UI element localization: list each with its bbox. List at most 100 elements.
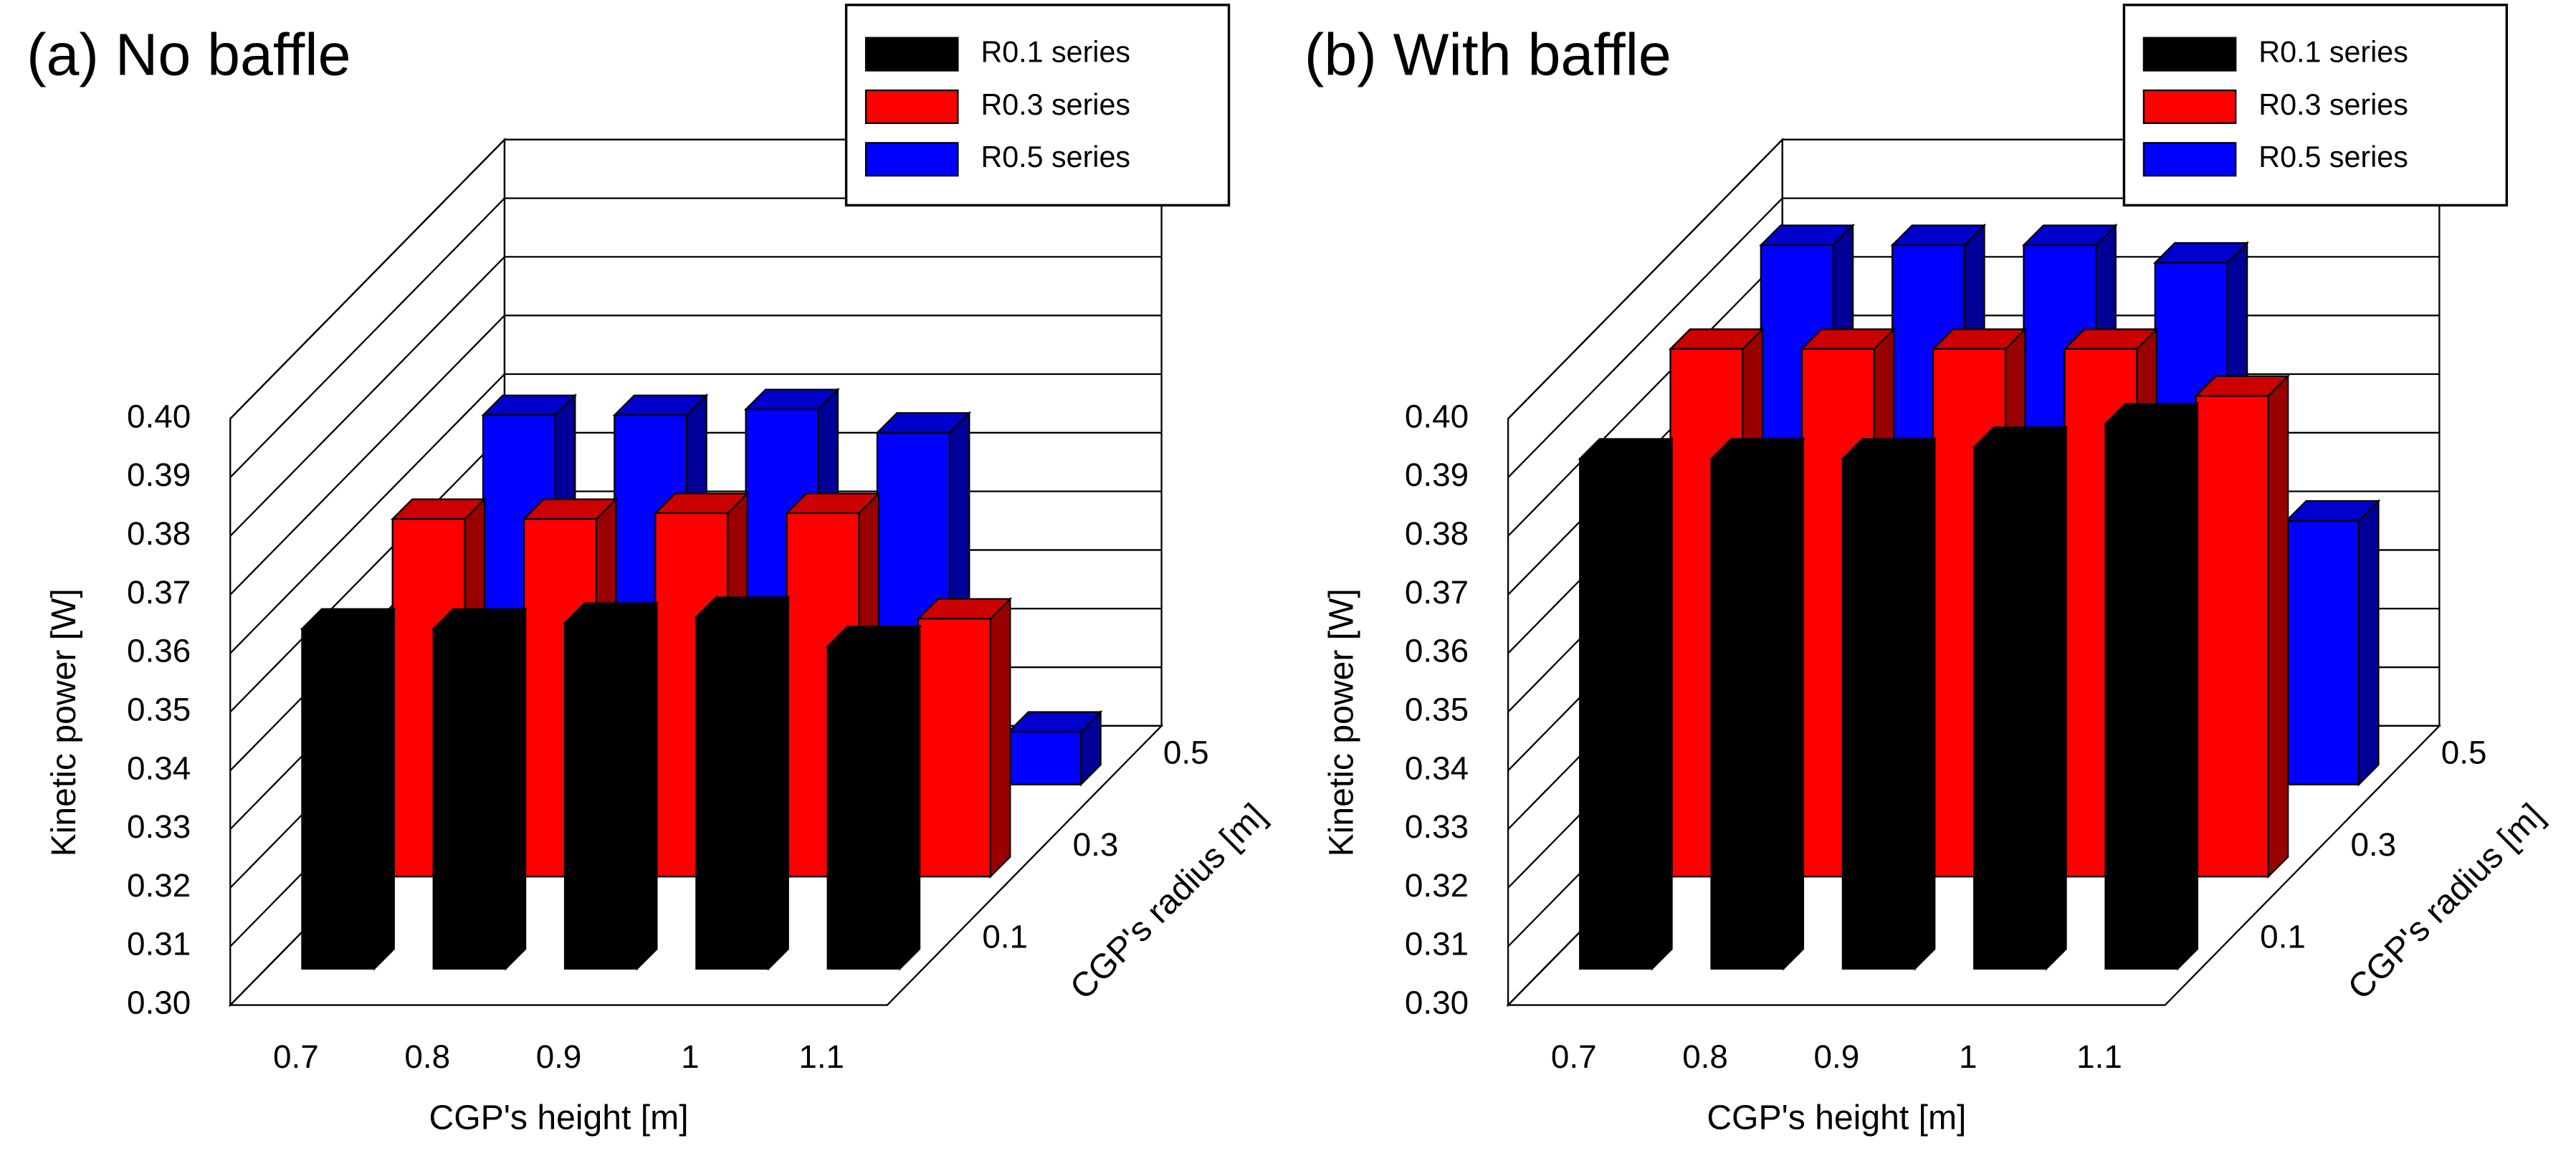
legend-swatch <box>2142 37 2237 72</box>
bar-front <box>917 618 991 878</box>
legend-label: R0.1 series <box>2258 36 2408 69</box>
x-tick-label: 1 <box>681 1038 700 1075</box>
z-tick-label: 0.3 <box>2350 826 2396 863</box>
z-tick-label: 0.1 <box>2260 919 2306 955</box>
bar <box>1972 425 2069 971</box>
y-tick-label: 0.32 <box>1405 867 1469 904</box>
y-tick-label: 0.34 <box>1405 750 1469 786</box>
bar-front <box>1973 446 2048 970</box>
x-tick-label: 1.1 <box>798 1038 844 1075</box>
x-tick-label: 0.9 <box>1814 1038 1860 1075</box>
bar-front <box>1710 457 1785 970</box>
panel: 0.300.310.320.330.340.350.360.370.380.39… <box>27 4 1274 1137</box>
bar-front <box>563 621 639 970</box>
bar <box>563 601 659 971</box>
bar-front <box>2195 395 2269 878</box>
y-tick-label: 0.37 <box>1405 574 1469 611</box>
legend-swatch <box>864 37 959 72</box>
z-tick-label: 0.5 <box>1163 735 1209 771</box>
bar-side <box>989 597 1011 879</box>
bar-front <box>826 645 901 970</box>
x-axis-label: CGP's height [m] <box>1707 1099 1966 1137</box>
legend-swatch <box>2142 89 2237 125</box>
bar-front <box>695 616 770 970</box>
legend-label: R0.5 series <box>981 140 1130 173</box>
y-tick-label: 0.33 <box>1405 808 1469 845</box>
bar <box>694 595 791 971</box>
z-tick-label: 0.1 <box>982 919 1028 955</box>
bar-side <box>768 595 789 971</box>
bar-front <box>1579 457 1654 970</box>
y-tick-label: 0.30 <box>127 985 191 1021</box>
x-tick-label: 0.8 <box>1682 1038 1728 1075</box>
bar-front <box>2285 520 2360 785</box>
legend-label: R0.5 series <box>2258 140 2408 173</box>
bar <box>2194 374 2290 879</box>
grid-line <box>229 197 505 478</box>
bar <box>431 607 528 971</box>
z-tick-label: 0.5 <box>2441 735 2487 771</box>
legend-label: R0.1 series <box>981 36 1130 69</box>
bar-side <box>373 607 395 971</box>
y-tick-label: 0.40 <box>1405 398 1469 434</box>
x-tick-label: 0.7 <box>273 1038 319 1075</box>
panel: 0.300.310.320.330.340.350.360.370.380.39… <box>1304 4 2552 1137</box>
bar <box>2103 401 2200 971</box>
bar <box>2284 499 2381 787</box>
bar <box>300 607 396 971</box>
bar-side <box>2177 401 2198 971</box>
bar <box>1006 709 1103 787</box>
y-tick-label: 0.35 <box>127 691 191 727</box>
bar <box>916 597 1013 879</box>
legend-label: R0.3 series <box>981 88 1130 121</box>
bar <box>1709 436 1805 971</box>
legend-swatch <box>2142 142 2237 177</box>
grid-line <box>229 432 505 713</box>
x-axis-label: CGP's height [m] <box>429 1099 688 1137</box>
grid-line <box>1507 256 1783 537</box>
y-tick-label: 0.35 <box>1405 691 1469 727</box>
legend-swatch <box>864 89 959 125</box>
legend-label: R0.3 series <box>2258 88 2408 121</box>
grid-line <box>1507 197 1783 478</box>
bar-front <box>1008 730 1082 785</box>
bar-side <box>2045 425 2067 971</box>
bar <box>1578 436 1674 971</box>
y-tick-label: 0.37 <box>127 574 191 611</box>
y-tick-label: 0.31 <box>127 926 191 962</box>
grid-line <box>229 373 505 654</box>
bar-front <box>301 628 376 970</box>
grid-line <box>229 256 505 537</box>
grid-line <box>229 315 505 596</box>
bar-side <box>1651 436 1673 971</box>
y-tick-label: 0.38 <box>1405 515 1469 552</box>
bar <box>1841 436 1937 971</box>
x-tick-label: 1 <box>1959 1038 1978 1075</box>
bar-side <box>2357 499 2380 787</box>
y-tick-label: 0.40 <box>127 398 191 434</box>
x-tick-label: 0.9 <box>536 1038 582 1075</box>
y-tick-label: 0.33 <box>127 808 191 845</box>
y-tick-label: 0.39 <box>1405 457 1469 493</box>
y-tick-label: 0.36 <box>127 633 191 669</box>
bar-front <box>2104 422 2179 970</box>
x-tick-label: 1.1 <box>2076 1038 2122 1075</box>
grid-line <box>1507 138 1783 420</box>
y-tick-label: 0.38 <box>127 515 191 552</box>
y-tick-label: 0.39 <box>127 457 191 493</box>
x-tick-label: 0.8 <box>404 1038 450 1075</box>
bar-side <box>1783 436 1805 971</box>
y-tick-label: 0.36 <box>1405 633 1469 669</box>
bar-side <box>505 607 527 971</box>
chart-title: (b) With baffle <box>1304 21 1671 87</box>
y-axis-label: Kinetic power [W] <box>44 588 83 856</box>
y-tick-label: 0.31 <box>1405 926 1469 962</box>
y-tick-label: 0.30 <box>1405 985 1469 1021</box>
bar-side <box>636 601 658 971</box>
bar-side <box>899 624 921 971</box>
legend-swatch <box>864 142 959 177</box>
chart-title: (a) No baffle <box>27 21 350 87</box>
bar-front <box>432 628 507 970</box>
